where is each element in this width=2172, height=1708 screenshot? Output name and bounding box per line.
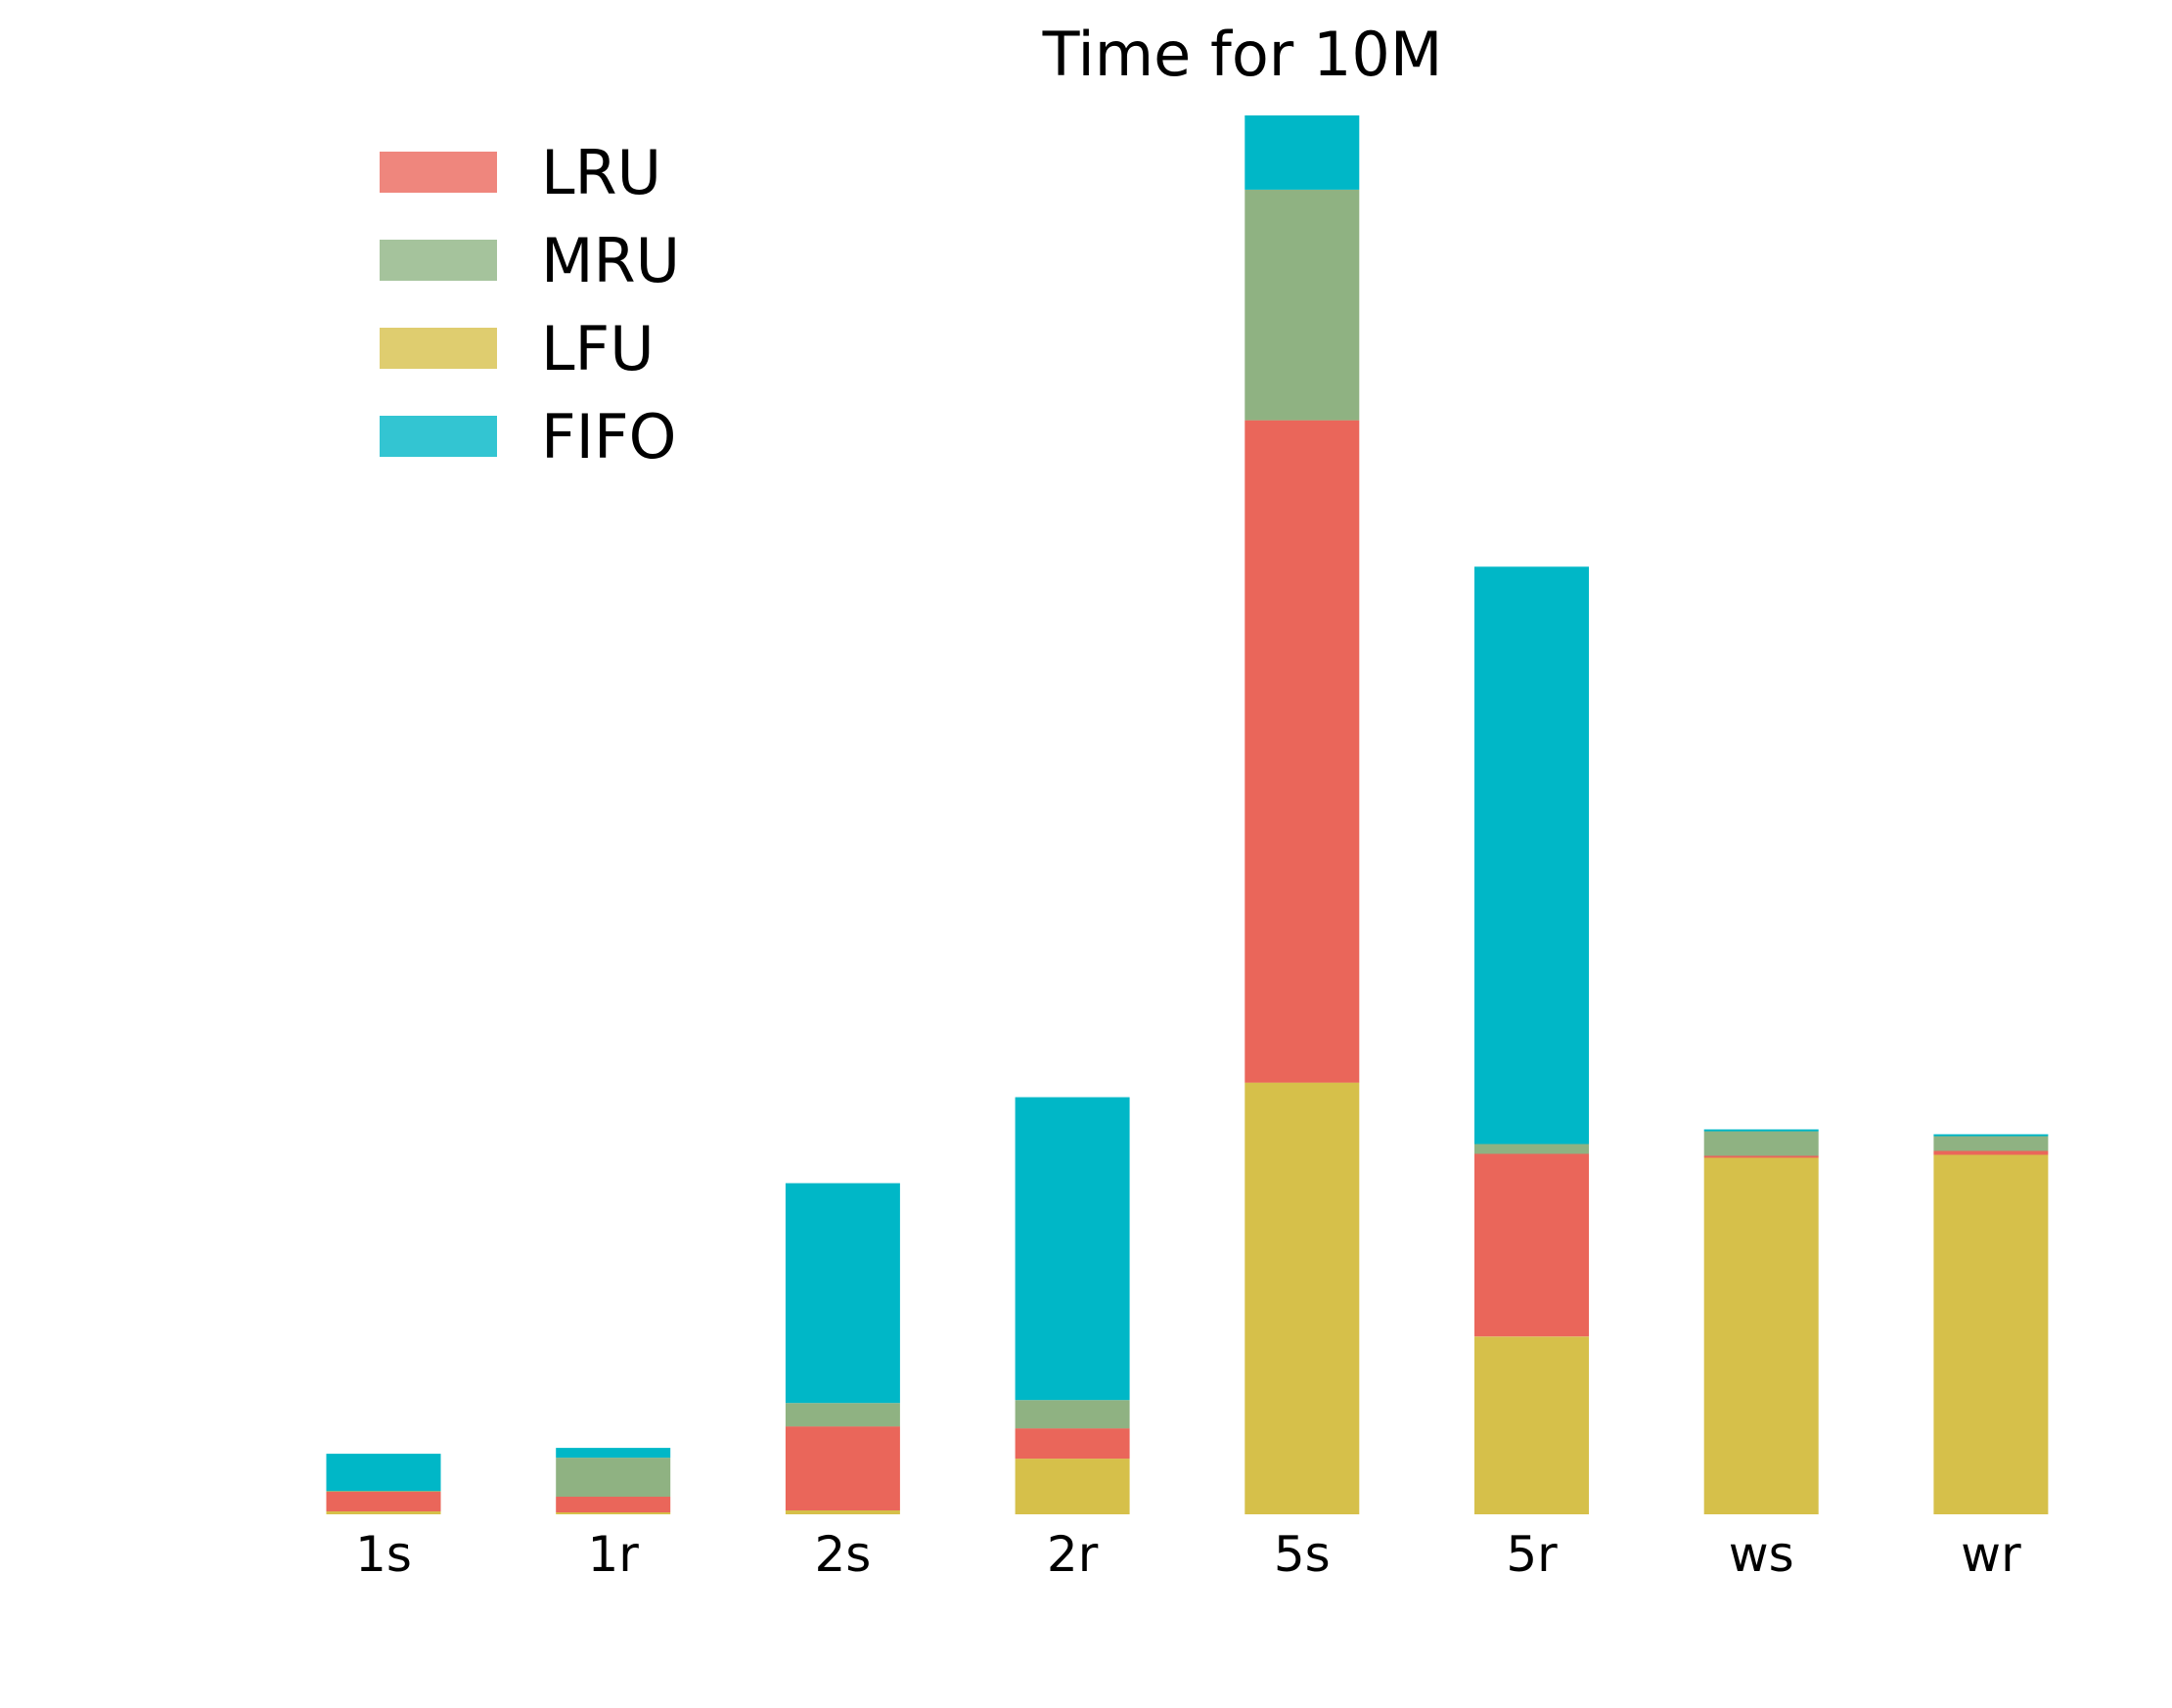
- bar-ws-mru: [1703, 1131, 1819, 1156]
- bar-ws-lru: [1703, 1155, 1819, 1158]
- x-tick-label-wr: wr: [1961, 1526, 2021, 1583]
- bar-ws-lfu: [1703, 1157, 1819, 1514]
- legend-swatch-mru: [380, 240, 497, 281]
- x-tick-label-5s: 5s: [1274, 1526, 1331, 1583]
- x-tick-label-ws: ws: [1729, 1526, 1794, 1583]
- bar-1s-fifo: [326, 1454, 441, 1491]
- legend-label-lfu: LFU: [541, 313, 655, 384]
- legend-label-lru: LRU: [541, 137, 661, 208]
- bar-1r-lfu: [556, 1512, 671, 1514]
- legend-swatch-lru: [380, 152, 497, 193]
- bar-1s-lfu: [326, 1511, 441, 1514]
- x-tick-label-5r: 5r: [1506, 1526, 1558, 1583]
- bar-5s-lfu: [1244, 1082, 1360, 1514]
- bar-2r-mru: [1015, 1400, 1130, 1429]
- bar-5s-fifo: [1244, 115, 1360, 190]
- legend-swatch-fifo: [380, 416, 497, 457]
- bar-wr-fifo: [1933, 1134, 2049, 1137]
- bar-5s-lru: [1244, 420, 1360, 1083]
- bar-5r-lfu: [1474, 1336, 1589, 1514]
- bar-1r-fifo: [556, 1448, 671, 1459]
- bar-wr-mru: [1933, 1136, 2049, 1151]
- legend: LRU MRU LFU FIFO: [380, 137, 680, 472]
- bar-1r-mru: [556, 1458, 671, 1497]
- legend-label-mru: MRU: [541, 225, 680, 296]
- bar-5r-mru: [1474, 1144, 1589, 1154]
- x-tick-label-1r: 1r: [588, 1526, 640, 1583]
- bar-2r-fifo: [1015, 1097, 1130, 1401]
- x-tick-labels: 1s 1r 2s 2r 5s 5r ws wr: [355, 1526, 2021, 1583]
- x-tick-label-2s: 2s: [814, 1526, 871, 1583]
- bar-1s-mru: [326, 1491, 441, 1492]
- bar-5s-mru: [1244, 189, 1360, 421]
- bar-2r-lru: [1015, 1428, 1130, 1460]
- bar-2r-lfu: [1015, 1459, 1130, 1514]
- legend-swatch-lfu: [380, 328, 497, 369]
- bar-2s-lfu: [785, 1510, 900, 1514]
- bars-layer: [326, 115, 2049, 1514]
- bar-5r-lru: [1474, 1153, 1589, 1337]
- bar-2s-mru: [785, 1403, 900, 1427]
- bar-5r-fifo: [1474, 566, 1589, 1145]
- x-tick-label-1s: 1s: [355, 1526, 412, 1583]
- bar-ws-fifo: [1703, 1129, 1819, 1132]
- bar-1s-lru: [326, 1492, 441, 1511]
- bar-2s-lru: [785, 1426, 900, 1510]
- bar-2s-fifo: [785, 1183, 900, 1404]
- bar-1r-lru: [556, 1497, 671, 1512]
- legend-label-fifo: FIFO: [541, 401, 676, 472]
- x-tick-label-2r: 2r: [1047, 1526, 1099, 1583]
- chart-title: Time for 10M: [1042, 19, 1443, 90]
- bar-wr-lru: [1933, 1150, 2049, 1155]
- bar-wr-lfu: [1933, 1154, 2049, 1514]
